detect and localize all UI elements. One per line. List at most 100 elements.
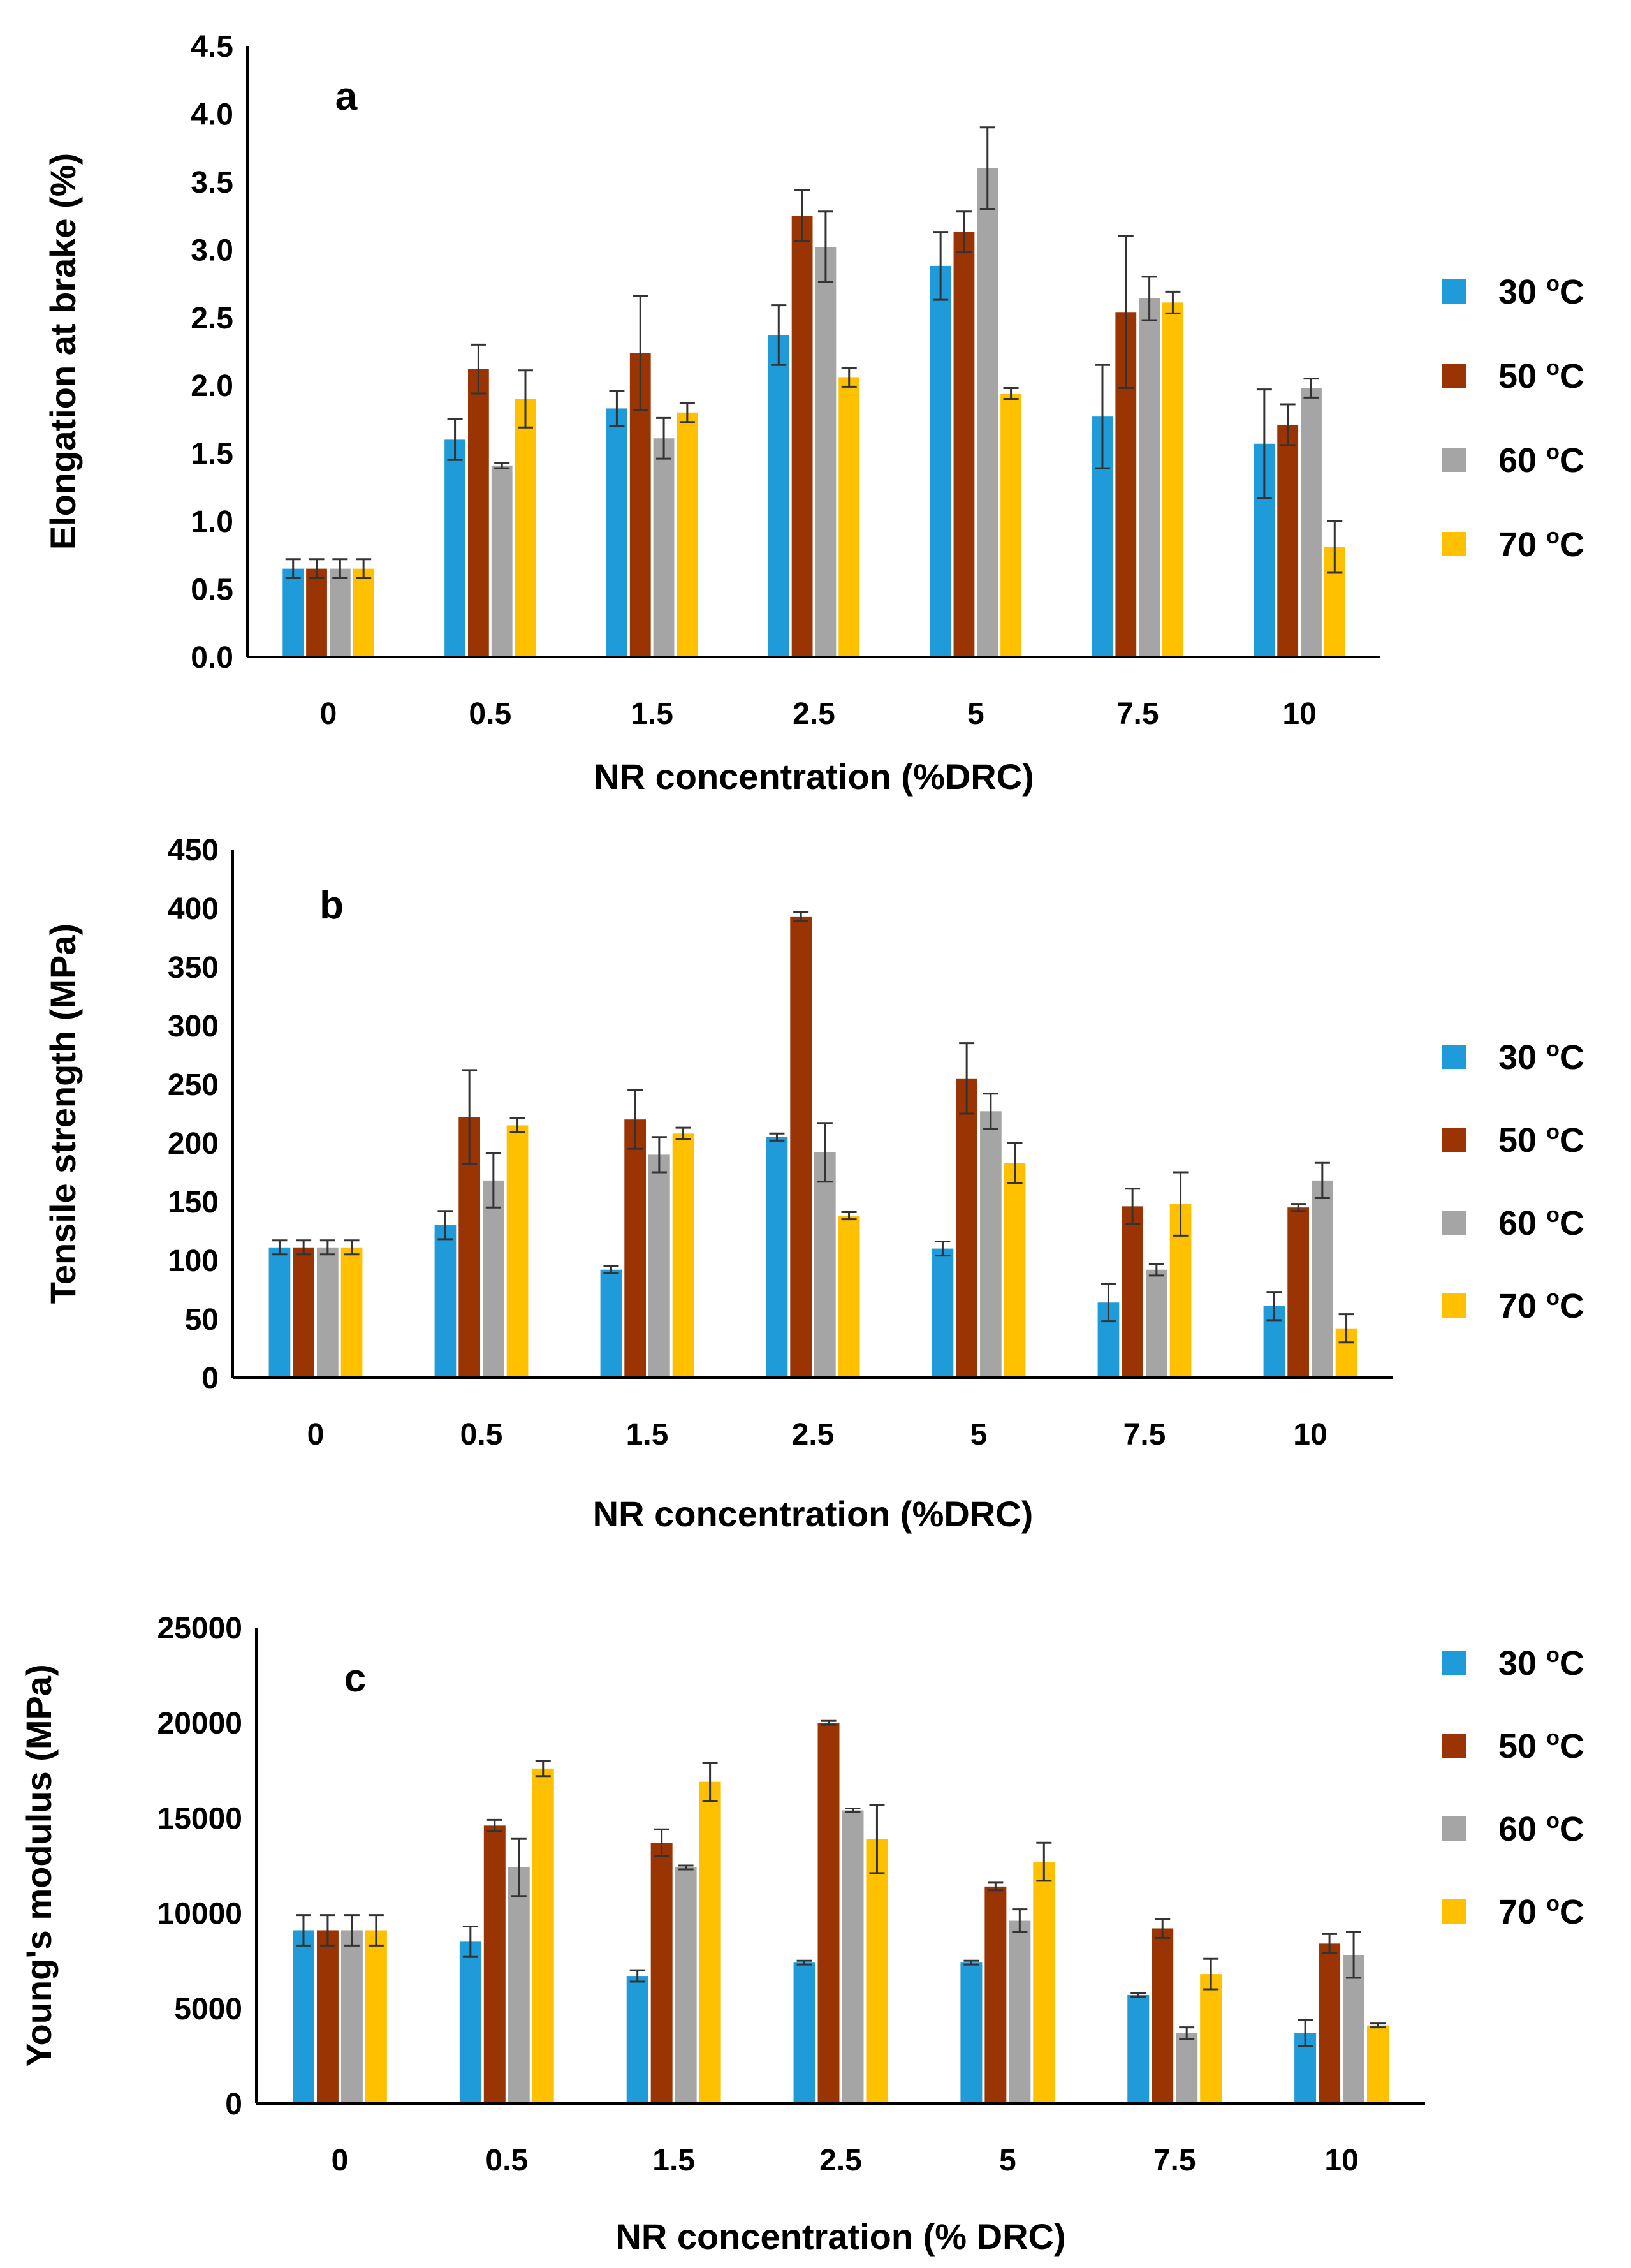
error-bar: [1155, 1918, 1171, 1939]
bar-c-50-oC-0.5: [483, 1825, 506, 2103]
legend-swatch: [1442, 1734, 1466, 1758]
bar-c-30-oC-2.5: [793, 1962, 816, 2103]
legend-label: 30 oC: [1498, 1643, 1584, 1683]
x-axis-title: NR concentration (% DRC): [615, 2216, 1065, 2257]
x-tick-label: 7.5: [1123, 1418, 1166, 1452]
bar-b-30-oC-2.5: [766, 1137, 788, 1378]
error-bar: [609, 390, 625, 427]
y-tick-label: 3.0: [191, 233, 233, 267]
bar-b-60-oC-5: [980, 1111, 1002, 1378]
error-bar: [845, 1807, 861, 1813]
error-bar: [295, 1914, 311, 1947]
bar-c-60-oC-2.5: [842, 1810, 864, 2103]
error-bar: [486, 1818, 502, 1832]
error-bar: [1322, 1933, 1338, 1954]
bar-c-50-oC-0: [316, 1930, 339, 2103]
bar-b-50-oC-7.5: [1122, 1206, 1143, 1378]
error-bar: [1327, 520, 1343, 574]
error-bar: [1346, 1931, 1362, 1979]
bar-c-60-oC-0.5: [508, 1867, 530, 2103]
error-bar: [1003, 387, 1019, 401]
error-bar: [959, 1042, 975, 1115]
legend-label: 50 oC: [1498, 356, 1584, 395]
x-tick-label: 5: [970, 1418, 988, 1452]
bar-a-50-oC-5: [953, 232, 975, 657]
error-bar: [509, 1117, 525, 1133]
error-bar: [963, 1959, 979, 1966]
panel-label: c: [344, 1656, 366, 1700]
error-bar: [1007, 1142, 1023, 1184]
legend-label: 60 oC: [1498, 1809, 1584, 1848]
error-bar: [332, 558, 348, 580]
error-bar: [817, 210, 833, 283]
error-bar: [793, 911, 809, 922]
bar-a-60-oC-10: [1301, 388, 1322, 657]
bar-b-70-oC-1.5: [672, 1133, 694, 1378]
bar-a-30-oC-0: [282, 568, 304, 657]
chart-panel-c: 0 5000 10000 15000 20000 25000 0 0.5 1.5 2.5 5 7.5 1…: [18, 1612, 1584, 2257]
x-tick-label: 10: [1282, 697, 1316, 731]
error-bar: [841, 367, 857, 388]
x-tick-label: 0: [307, 1418, 325, 1452]
bar-b-50-oC-0: [293, 1247, 314, 1378]
x-tick-label: 0: [332, 2144, 349, 2177]
y-axis-title: Young's modulus (MPa): [18, 1664, 59, 2066]
error-bar: [447, 418, 463, 461]
error-bar: [956, 210, 972, 254]
error-bar: [344, 1239, 360, 1256]
bar-b-30-oC-5: [932, 1248, 954, 1378]
error-bar: [935, 1241, 951, 1257]
bar-a-70-oC-0: [353, 568, 374, 657]
y-tick-label: 2.0: [191, 369, 233, 403]
x-tick-label: 1.5: [631, 697, 673, 731]
bar-a-30-oC-5: [930, 265, 951, 657]
y-tick-label: 400: [168, 892, 219, 926]
chart-panel-a: 0.0 0.5 1.0 1.5 2.0 2.5 3.0 3.5 4.0 4.5 0 0.5 1.5 2.5…: [43, 30, 1584, 797]
legend-label: 50 oC: [1498, 1726, 1584, 1765]
error-bar: [296, 1239, 312, 1256]
bar-a-60-oC-5: [977, 168, 998, 658]
error-bar: [1370, 2022, 1386, 2029]
bar-c-70-oC-0.5: [532, 1768, 554, 2103]
error-bar: [471, 343, 486, 395]
bar-a-50-oC-10: [1277, 424, 1299, 657]
bar-a-60-oC-0: [329, 568, 351, 657]
bar-a-70-oC-2.5: [838, 377, 860, 657]
y-axis-title: Tensile strength (MPa): [43, 924, 83, 1304]
error-bar: [1266, 1291, 1282, 1322]
y-tick-label: 250: [168, 1068, 219, 1102]
error-bar: [1338, 1313, 1354, 1344]
bar-b-30-oC-0: [268, 1247, 291, 1378]
x-tick-label: 10: [1293, 1418, 1327, 1452]
bar-a-60-oC-7.5: [1139, 298, 1160, 657]
x-tick-label: 1.5: [626, 1418, 669, 1452]
legend-label: 60 oC: [1498, 1203, 1584, 1242]
error-bar: [988, 1881, 1004, 1892]
error-bar: [1179, 2026, 1195, 2040]
legend-swatch: [1442, 279, 1466, 304]
error-bar: [771, 304, 787, 366]
legend: 30 oC 50 oC 60 oC 70 oC: [1442, 1643, 1584, 1931]
bar-a-50-oC-0: [306, 568, 327, 657]
error-bar: [603, 1265, 619, 1274]
bar-c-70-oC-7.5: [1200, 1974, 1222, 2103]
error-bar: [535, 1760, 551, 1778]
bar-c-70-oC-10: [1367, 2025, 1389, 2103]
y-tick-label: 0.5: [191, 573, 233, 607]
error-bar: [769, 1132, 785, 1142]
y-tick-label: 0: [201, 1362, 219, 1395]
chart-panel-b: 0 50 100 150 200 250 300 350 400 450 0 0.5 1.5 2.5 5 7.…: [43, 834, 1584, 1534]
bar-c-50-oC-2.5: [817, 1723, 840, 2103]
error-bar: [983, 1093, 998, 1130]
x-tick-label: 10: [1324, 2144, 1358, 2177]
bar-b-60-oC-10: [1312, 1180, 1333, 1378]
error-bar: [511, 1837, 527, 1897]
bar-c-30-oC-5: [960, 1962, 983, 2103]
x-tick-label: 5: [999, 2144, 1016, 2177]
bar-b-50-oC-1.5: [624, 1119, 646, 1378]
y-tick-label: 150: [168, 1186, 219, 1219]
bar-c-50-oC-5: [984, 1886, 1007, 2103]
y-tick-label: 1.0: [191, 505, 233, 539]
x-tick-label: 2.5: [793, 697, 835, 731]
